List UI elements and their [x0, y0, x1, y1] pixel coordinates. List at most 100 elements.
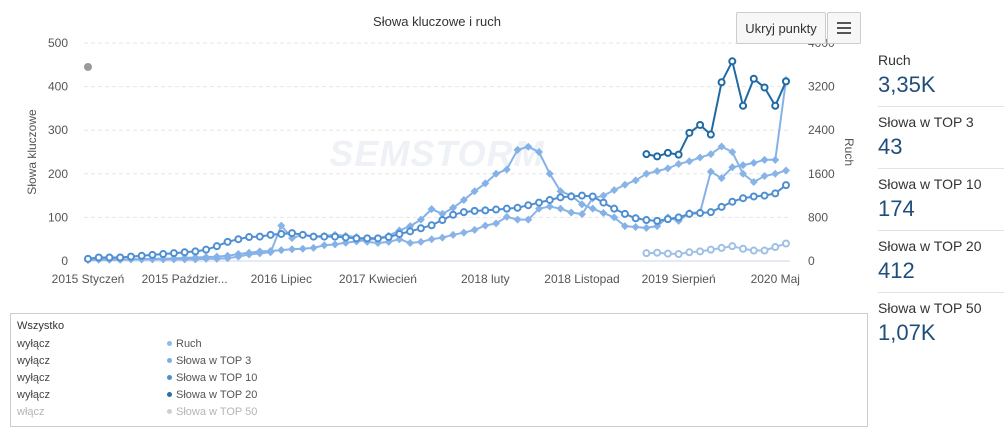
data-point — [663, 148, 672, 157]
legend-toggle-top10[interactable]: wyłącz — [17, 372, 51, 384]
hamburger-menu-icon — [837, 22, 851, 34]
data-point — [717, 142, 726, 151]
data-point — [191, 247, 200, 256]
series-line — [646, 60, 787, 158]
data-point — [771, 169, 780, 178]
data-point — [620, 209, 629, 218]
x-tick-label: 2018 luty — [461, 272, 510, 286]
data-point — [309, 232, 318, 241]
data-point — [492, 169, 501, 178]
x-tick-label: 2015 Paździer... — [142, 272, 228, 286]
chart-menu-button[interactable] — [827, 12, 861, 44]
y-tick-label: 100 — [48, 210, 68, 224]
data-point — [481, 206, 490, 215]
data-point — [545, 169, 554, 178]
stats-panel: Ruch 3,35K Słowa w TOP 3 43 Słowa w TOP … — [878, 45, 1004, 355]
legend-row: włącz Słowa w TOP 50 — [17, 406, 417, 422]
data-point — [191, 253, 200, 262]
data-point — [116, 253, 125, 262]
data-point — [438, 209, 447, 218]
data-point — [782, 181, 790, 190]
y2-tick-label: 800 — [808, 210, 828, 224]
data-point — [427, 205, 436, 214]
data-point — [674, 213, 683, 222]
data-point — [631, 214, 640, 223]
data-point — [84, 254, 92, 263]
y2-tick-label: 1600 — [808, 167, 835, 181]
data-point — [696, 209, 705, 218]
data-point — [610, 186, 619, 195]
legend-toggle-top50[interactable]: włącz — [17, 406, 45, 418]
legend-item-top50[interactable]: Słowa w TOP 50 — [167, 406, 257, 418]
watermark-logo: SEMSTORM — [329, 133, 544, 174]
data-point — [642, 150, 651, 159]
legend-item-label: Słowa w TOP 3 — [176, 355, 252, 367]
data-point — [717, 202, 726, 211]
data-point — [771, 155, 780, 164]
stat-top50: Słowa w TOP 50 1,07K — [878, 293, 1004, 355]
data-point — [567, 208, 576, 217]
data-point — [202, 253, 211, 262]
legend-dot-icon — [167, 391, 172, 397]
data-point — [653, 152, 662, 161]
data-point — [749, 192, 758, 201]
y2-axis-title: Ruch — [842, 138, 856, 166]
data-point — [599, 198, 608, 207]
data-point — [739, 101, 748, 110]
data-point — [513, 145, 522, 154]
data-point — [105, 253, 114, 262]
legend-toggle-top3[interactable]: wyłącz — [17, 355, 51, 367]
data-point — [706, 167, 715, 176]
data-point — [148, 250, 157, 259]
legend-item-top10[interactable]: Słowa w TOP 10 — [167, 372, 257, 384]
data-point — [245, 233, 254, 242]
y2-tick-label: 0 — [808, 254, 815, 268]
legend-item-label: Słowa w TOP 50 — [176, 406, 258, 418]
legend-item-top20[interactable]: Słowa w TOP 20 — [167, 389, 257, 401]
data-point — [706, 150, 715, 159]
data-point — [212, 252, 221, 261]
y-tick-label: 0 — [61, 254, 68, 268]
legend-row: wyłącz Słowa w TOP 3 — [17, 355, 417, 371]
data-point — [685, 209, 694, 218]
data-point — [620, 222, 629, 231]
legend-item-traffic[interactable]: Ruch — [167, 338, 202, 350]
data-point — [449, 230, 458, 239]
data-point — [449, 210, 458, 219]
data-point — [373, 234, 382, 243]
y-tick-label: 300 — [48, 123, 68, 137]
legend-toggle-traffic[interactable]: wyłącz — [17, 338, 51, 350]
legend-panel: Wszystko wyłącz Ruch wyłącz Słowa w TOP … — [10, 313, 868, 427]
data-point — [169, 249, 178, 258]
stat-top20: Słowa w TOP 20 412 — [878, 231, 1004, 293]
data-point — [685, 128, 694, 137]
chart-area: SEMSTORM Słowa kluczowe i ruch 0 100 200 300 4… — [25, 12, 861, 286]
data-point — [577, 210, 586, 219]
data-point — [663, 215, 672, 224]
y-tick-label: 200 — [48, 167, 68, 181]
data-point — [94, 253, 103, 262]
legend-toggle-all[interactable]: Wszystko — [17, 320, 65, 332]
data-point — [717, 174, 726, 183]
stat-label: Słowa w TOP 50 — [878, 300, 982, 316]
hide-points-button[interactable]: Ukryj punkty — [736, 12, 826, 44]
y2-tick-label: 2400 — [808, 123, 835, 137]
data-point — [642, 169, 651, 178]
data-point — [266, 230, 275, 239]
data-point — [663, 249, 672, 258]
data-point — [674, 159, 683, 168]
data-point — [631, 222, 640, 231]
data-point — [685, 157, 694, 166]
data-point — [610, 204, 619, 213]
data-point — [577, 200, 586, 209]
data-point — [384, 233, 393, 242]
legend-item-top3[interactable]: Słowa w TOP 3 — [167, 355, 251, 367]
legend-item-label: Słowa w TOP 20 — [176, 389, 258, 401]
data-point — [535, 148, 544, 156]
legend-toggle-top20[interactable]: wyłącz — [17, 389, 51, 401]
stat-value: 3,35K — [878, 72, 936, 97]
data-point — [696, 153, 705, 162]
data-point — [556, 193, 565, 202]
data-point — [545, 195, 554, 204]
data-point — [556, 204, 565, 213]
